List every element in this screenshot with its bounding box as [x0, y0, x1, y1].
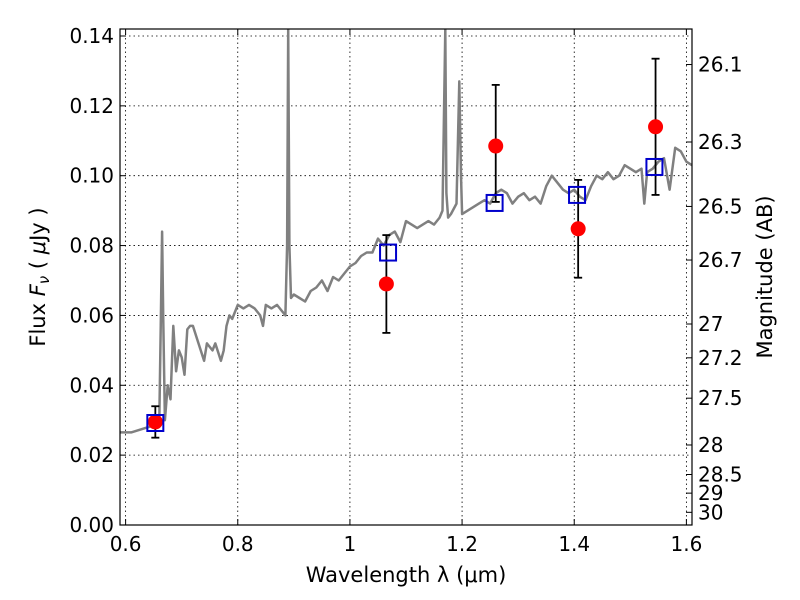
right-axis-label: Magnitude (AB) [753, 195, 777, 358]
right-tick-label: 30 [698, 500, 723, 524]
series-layer [120, 29, 692, 434]
grid [120, 29, 692, 525]
y-axis-label-part: F [26, 283, 50, 296]
data-point-circle [378, 276, 394, 292]
y-tick-label: 0.08 [69, 234, 114, 258]
right-tick-label: 28 [698, 433, 723, 457]
y-tick-label: 0.06 [69, 303, 114, 327]
model-point-square [379, 243, 398, 262]
y-axis-label-part: ν [35, 276, 53, 284]
y-tick-label: 0.00 [69, 513, 114, 537]
model-point-square [146, 414, 165, 433]
y-tick-label: 0.14 [69, 24, 114, 48]
model-point-square [485, 193, 504, 212]
y-tick-label: 0.12 [69, 94, 114, 118]
right-tick-label: 26.3 [698, 130, 743, 154]
model-point-square [645, 157, 664, 176]
x-tick-label: 0.6 [110, 532, 142, 556]
x-tick-label: 1.6 [670, 532, 702, 556]
spectrum-line [120, 29, 692, 434]
right-tick-label: 26.1 [698, 53, 743, 77]
y-axis-label-part: ( [26, 254, 50, 276]
data-point-circle [488, 138, 504, 154]
y-axis-label-part: Jy ) [26, 207, 50, 243]
x-tick-label: 1.4 [558, 532, 590, 556]
right-tick-label: 29 [698, 481, 723, 505]
plot-frame [119, 28, 693, 526]
y-tick-label: 0.04 [69, 373, 114, 397]
x-tick-label: 0.8 [222, 532, 254, 556]
right-tick-label: 27 [698, 312, 723, 336]
x-tick-label: 1.2 [446, 532, 478, 556]
markers [146, 57, 664, 439]
x-tick-label: 1 [344, 532, 357, 556]
model-point-square [568, 185, 587, 204]
y-tick-label: 0.02 [69, 443, 114, 467]
right-tick-label: 27.2 [698, 346, 743, 370]
y-tick-label: 0.10 [69, 164, 114, 188]
y-axis-label-part: Flux [26, 296, 50, 346]
y-axis-label: Flux Fν ( μJy ) [26, 207, 53, 346]
x-axis-label: Wavelength λ (μm) [306, 563, 507, 587]
right-tick-label: 27.5 [698, 386, 743, 410]
right-tick-label: 28.5 [698, 463, 743, 487]
data-point-circle [147, 414, 163, 430]
ticks: 0.6 0.8 1 1.2 1.4 1.6 0.00 0.02 0.04 0.06 0.08 0.10… [69, 24, 742, 556]
y-axis-label-part: μ [26, 241, 50, 255]
data-point-circle [570, 221, 586, 237]
right-tick-label: 26.5 [698, 194, 743, 218]
data-point-circle [648, 119, 664, 135]
right-tick-label: 26.7 [698, 248, 743, 272]
